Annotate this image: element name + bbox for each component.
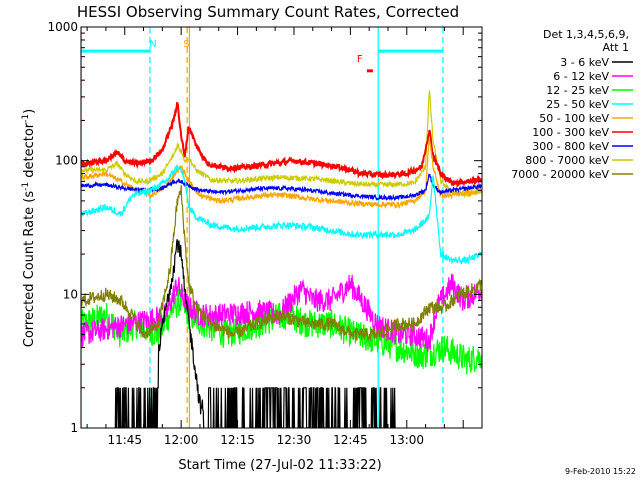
legend-header-1: Att 1 [603, 41, 629, 54]
x-tick-label-3: 12:30 [277, 433, 312, 447]
y-label-sup1: -1 [21, 182, 31, 191]
footer-date: 9-Feb-2010 15:22 [565, 467, 636, 476]
legend-header-0: Det 1,3,4,5,6,9, [543, 28, 629, 41]
y-tick-label-3: 1000 [47, 20, 78, 34]
x-tick-label-1: 12:00 [164, 433, 199, 447]
y-axis-label: Corrected Count Rate (s-1 detector-1) [21, 109, 37, 347]
y-label-end: ) [22, 109, 37, 114]
series-line-5 [81, 101, 482, 188]
legend-label-8: 7000 - 20000 keV [511, 168, 609, 181]
series-line-3 [81, 164, 482, 265]
marker-n: N [149, 39, 156, 50]
x-axis-label: Start Time (27-Jul-02 11:33:22) [178, 458, 381, 473]
x-tick-label-2: 12:15 [220, 433, 255, 447]
legend-label-4: 50 - 100 keV [539, 112, 609, 125]
chart-title: HESSI Observing Summary Count Rates, Cor… [77, 3, 459, 21]
y-tick-label-0: 1 [70, 421, 78, 435]
plot-frame [80, 26, 483, 429]
y-tick-label-2: 100 [55, 154, 78, 168]
legend-label-1: 6 - 12 keV [553, 70, 609, 83]
legend-label-0: 3 - 6 keV [560, 56, 609, 69]
y-label-mid: detector [22, 122, 37, 182]
y-label-sup2: -1 [21, 114, 31, 123]
axes: 1 10 100 1000 11:45 12:00 12:15 12:30 12:45 13:00 [47, 20, 483, 447]
legend-label-6: 300 - 800 keV [532, 140, 609, 153]
y-label-main: Corrected Count Rate (s [22, 191, 37, 348]
legend-label-5: 100 - 300 keV [532, 126, 609, 139]
legend-label-7: 800 - 7000 keV [525, 154, 609, 167]
plot-area: N S F [80, 27, 482, 428]
x-tick-label-4: 12:45 [333, 433, 368, 447]
legend-label-2: 12 - 25 keV [546, 84, 609, 97]
y-tick-label-1: 10 [63, 287, 78, 301]
series-line-0 [114, 239, 396, 428]
legend-label-3: 25 - 50 keV [546, 98, 609, 111]
x-tick-label-5: 13:00 [389, 433, 424, 447]
x-tick-label-0: 11:45 [107, 433, 142, 447]
series-line-7 [81, 90, 482, 198]
marker-f: F [357, 54, 363, 65]
marker-s: S [183, 39, 189, 50]
series-line-8 [81, 184, 482, 341]
